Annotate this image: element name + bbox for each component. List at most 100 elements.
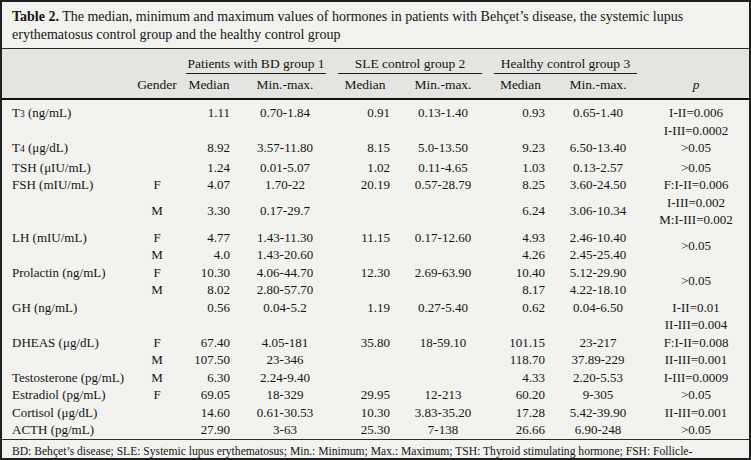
table-row: Testosterone (pg/mL)M6.302.24-9.404.332.… — [2, 369, 749, 387]
p-value-line: I-III=0.002 — [643, 194, 749, 212]
hormone-name: T — [12, 140, 20, 155]
healthy-median-cell: 10.40 — [488, 264, 553, 282]
p-value-line: >0.05 — [643, 386, 749, 404]
p-value-line: >0.05 — [643, 139, 749, 157]
healthy-median-cell: 4.26 — [488, 246, 553, 264]
sle-median-cell: 20.19 — [332, 176, 398, 202]
p-value-line: II-III=0.004 — [643, 316, 749, 334]
bd-minmax-cell: 1.70-22 — [238, 176, 332, 202]
sle-minmax-cell — [398, 281, 488, 299]
header-healthy-minmax: Min.-max. — [553, 74, 643, 99]
bd-minmax-cell: 3.57-11.80 — [238, 139, 332, 159]
hormone-label — [2, 246, 134, 264]
hormone-name: TSH — [12, 160, 37, 175]
table-row: T3 (ng/mL)1.110.70-1.840.910.13-1.400.93… — [2, 99, 749, 139]
healthy-median-cell: 8.17 — [488, 281, 553, 299]
healthy-median-cell: 1.03 — [488, 159, 553, 177]
healthy-median-cell: 4.33 — [488, 369, 553, 387]
gender-cell — [134, 299, 180, 334]
p-value-line: II-III=0.001 — [643, 351, 749, 369]
p-value-line: II-III=0.001 — [643, 404, 749, 422]
healthy-minmax-cell: 5.42-39.90 — [553, 404, 643, 422]
column-group-bd: Patients with BD group 1 — [180, 49, 332, 74]
bd-minmax-cell: 4.05-181 — [238, 334, 332, 352]
sle-median-cell: 0.91 — [332, 99, 398, 139]
sle-median-cell — [332, 351, 398, 369]
column-group-sle-label: SLE control group 2 — [338, 56, 482, 74]
table-row: FSH (mIU/mL)F4.071.70-2220.190.57-28.798… — [2, 176, 749, 202]
table-row: Prolactin (ng/mL)F10.304.06-44.7012.302.… — [2, 264, 749, 282]
bd-minmax-cell: 23-346 — [238, 351, 332, 369]
p-value-cell: >0.05 — [643, 139, 749, 159]
bd-minmax-cell: 1.43-20.60 — [238, 246, 332, 264]
healthy-minmax-cell: 37.89-229 — [553, 351, 643, 369]
sle-minmax-cell — [398, 369, 488, 387]
healthy-median-cell: 4.93 — [488, 229, 553, 247]
group-header-row: Patients with BD group 1 SLE control gro… — [2, 49, 749, 74]
table-row: M8.022.80-57.708.174.22-18.10 — [2, 281, 749, 299]
bd-minmax-cell: 2.24-9.40 — [238, 369, 332, 387]
table-row: GH (ng/mL)0.560.04-5.21.190.27-5.400.620… — [2, 299, 749, 334]
header-gender: Gender — [134, 74, 180, 99]
p-value-line: >0.05 — [643, 272, 749, 290]
gender-cell — [134, 139, 180, 159]
sle-median-cell — [332, 281, 398, 299]
p-value-cell: F:I-II=0.008II-III=0.001 — [643, 334, 749, 369]
sle-median-cell: 8.15 — [332, 139, 398, 159]
p-value-cell: >0.05 — [643, 386, 749, 404]
healthy-median-cell: 26.66 — [488, 421, 553, 439]
bd-median-cell: 6.30 — [180, 369, 238, 387]
p-value-cell: I-II=0.006I-III=0.0002 — [643, 99, 749, 139]
p-value-line: M:I-III=0.002 — [643, 211, 749, 229]
hormone-unit: (ng/mL) — [31, 300, 78, 315]
bd-median-cell: 1.11 — [180, 99, 238, 139]
table-number: Table 2. — [12, 9, 59, 24]
p-value-line: I-II=0.006 — [643, 104, 749, 122]
sle-median-cell — [332, 246, 398, 264]
sle-median-cell: 35.80 — [332, 334, 398, 352]
sle-median-cell: 1.19 — [332, 299, 398, 334]
sle-minmax-cell: 7-138 — [398, 421, 488, 439]
bd-median-cell: 67.40 — [180, 334, 238, 352]
gender-cell — [134, 99, 180, 139]
healthy-minmax-cell: 9-305 — [553, 386, 643, 404]
healthy-median-cell: 0.93 — [488, 99, 553, 139]
healthy-minmax-cell: 2.45-25.40 — [553, 246, 643, 264]
hormone-unit: (mIU/mL) — [29, 230, 86, 245]
hormone-label — [2, 281, 134, 299]
hormone-name: LH — [12, 230, 29, 245]
table-row: ACTH (pg/mL)27.903-6325.307-13826.666.90… — [2, 421, 749, 439]
sle-minmax-cell: 0.57-28.79 — [398, 176, 488, 202]
sle-minmax-cell: 0.27-5.40 — [398, 299, 488, 334]
healthy-minmax-cell: 23-217 — [553, 334, 643, 352]
footnote: BD: Behçet’s disease; SLE: Systemic lupu… — [2, 439, 749, 460]
header-sle-median: Median — [332, 74, 398, 99]
healthy-minmax-cell: 3.06-10.34 — [553, 202, 643, 228]
p-value-cell: >0.05 — [643, 421, 749, 439]
gender-cell: M — [134, 246, 180, 264]
bd-median-cell: 107.50 — [180, 351, 238, 369]
table-caption: The median, minimum and maximum values o… — [12, 9, 683, 42]
hormone-unit: (μg/dL) — [55, 335, 98, 350]
column-group-healthy: Healthy control group 3 — [488, 49, 643, 74]
bd-median-cell: 8.92 — [180, 139, 238, 159]
journal-table: Table 2. The median, minimum and maximum… — [0, 0, 751, 460]
p-value-line: I-III=0.0009 — [643, 369, 749, 387]
gender-cell: M — [134, 369, 180, 387]
hormone-label: ACTH (pg/mL) — [2, 421, 134, 439]
p-value-line: >0.05 — [643, 421, 749, 439]
p-value-cell: >0.05 — [643, 264, 749, 299]
hormone-name: ACTH — [12, 422, 47, 437]
healthy-minmax-cell: 0.65-1.40 — [553, 99, 643, 139]
gender-cell — [134, 421, 180, 439]
table-header: Patients with BD group 1 SLE control gro… — [2, 49, 749, 99]
hormone-label: T4 (μg/dL) — [2, 139, 134, 159]
sle-median-cell: 29.95 — [332, 386, 398, 404]
column-group-bd-label: Patients with BD group 1 — [186, 56, 326, 74]
gender-cell: M — [134, 351, 180, 369]
hormone-table: Patients with BD group 1 SLE control gro… — [2, 49, 749, 439]
hormone-label: TSH (μIU/mL) — [2, 159, 134, 177]
hormone-unit: (ng/mL) — [59, 265, 106, 280]
healthy-minmax-cell: 3.60-24.50 — [553, 176, 643, 202]
gender-cell — [134, 159, 180, 177]
